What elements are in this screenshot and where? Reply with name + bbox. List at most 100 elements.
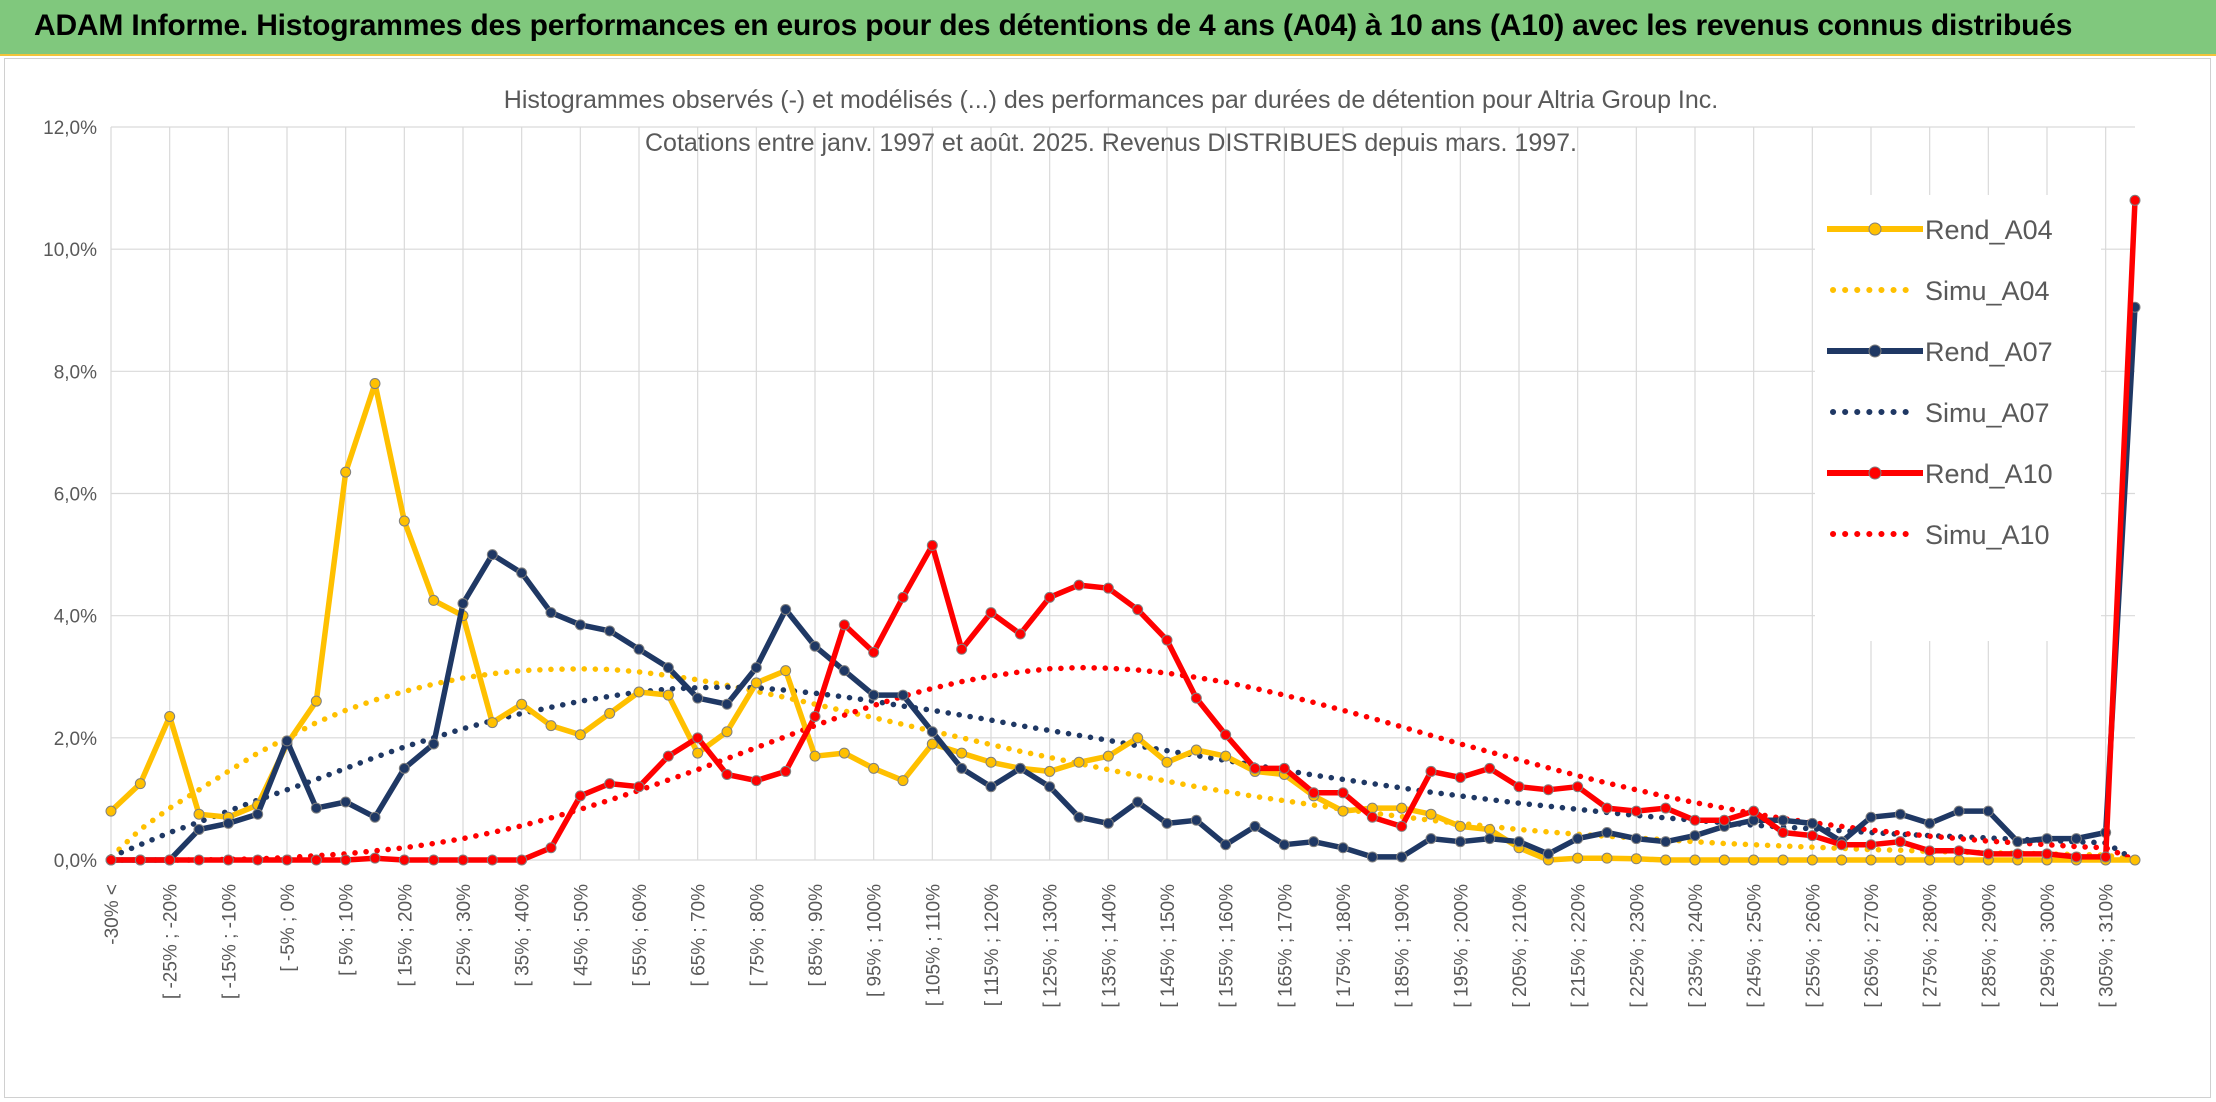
data-point-rend-a10 xyxy=(1190,692,1202,704)
data-point-rend-a04 xyxy=(428,594,440,606)
data-point-rend-a04 xyxy=(574,729,586,741)
data-point-rend-a10 xyxy=(310,854,322,866)
x-tick-label: [ 5% ; 10% xyxy=(337,884,358,976)
legend-item-rend-a10: Rend_A10 xyxy=(1827,459,2053,489)
data-point-rend-a10 xyxy=(838,619,850,631)
data-point-rend-a07 xyxy=(604,625,616,637)
y-axis: 0,0% 2,0% 4,0% 6,0% 8,0% 10,0% 12,0% xyxy=(43,118,97,872)
data-point-rend-a10 xyxy=(1894,836,1906,848)
data-point-rend-a04 xyxy=(545,720,557,732)
data-point-rend-a10 xyxy=(868,646,880,658)
legend-item-simu-a07: Simu_A07 xyxy=(1830,398,2050,428)
data-point-rend-a07 xyxy=(780,604,792,616)
x-tick-label: [ 55% ; 60% xyxy=(630,884,651,987)
data-point-rend-a04 xyxy=(1425,808,1437,820)
data-point-rend-a07 xyxy=(2041,833,2053,845)
data-point-rend-a07 xyxy=(956,762,968,774)
data-point-rend-a10 xyxy=(1337,787,1349,799)
data-point-rend-a10 xyxy=(1953,845,1965,857)
data-point-rend-a07 xyxy=(428,738,440,750)
data-point-rend-a07 xyxy=(1806,817,1818,829)
data-point-rend-a07 xyxy=(662,662,674,674)
data-point-rend-a10 xyxy=(545,842,557,854)
x-tick-label: -30% < xyxy=(102,884,123,945)
data-point-rend-a10 xyxy=(604,778,616,790)
data-point-rend-a04 xyxy=(1865,854,1877,866)
legend-label: Rend_A07 xyxy=(1925,337,2053,367)
histogram-chart: Histogrammes observés (-) et modélisés (… xyxy=(43,86,2141,1008)
data-point-rend-a07 xyxy=(721,698,733,710)
legend-label: Rend_A10 xyxy=(1925,459,2053,489)
data-point-rend-a10 xyxy=(428,854,440,866)
chart-area: Histogrammes observés (-) et modélisés (… xyxy=(4,58,2211,1098)
data-point-rend-a07 xyxy=(1777,814,1789,826)
data-point-rend-a04 xyxy=(1601,852,1613,864)
data-point-rend-a04 xyxy=(398,515,410,527)
data-point-rend-a04 xyxy=(838,747,850,759)
data-point-rend-a07 xyxy=(1132,796,1144,808)
data-point-rend-a10 xyxy=(2041,848,2053,860)
series-rend-a10 xyxy=(105,194,2141,866)
data-point-rend-a07 xyxy=(1249,820,1261,832)
data-point-rend-a07 xyxy=(985,781,997,793)
data-point-rend-a10 xyxy=(1924,845,1936,857)
data-point-rend-a07 xyxy=(574,619,586,631)
data-point-rend-a10 xyxy=(369,852,381,864)
data-point-rend-a07 xyxy=(897,689,909,701)
x-tick-label: [ 45% ; 50% xyxy=(571,884,592,987)
data-point-rend-a04 xyxy=(486,717,498,729)
data-point-rend-a04 xyxy=(1806,854,1818,866)
x-tick-label: [ -25% ; -20% xyxy=(161,884,182,999)
x-tick-label: [ 255% ; 260% xyxy=(1803,884,1824,1008)
data-point-rend-a10 xyxy=(1542,784,1554,796)
data-point-rend-a07 xyxy=(1484,833,1496,845)
y-tick-label: 8,0% xyxy=(54,362,97,383)
data-point-rend-a10 xyxy=(1748,805,1760,817)
data-point-rend-a10 xyxy=(1132,604,1144,616)
x-tick-label: [ 165% ; 170% xyxy=(1275,884,1296,1008)
data-point-rend-a04 xyxy=(105,805,117,817)
data-point-rend-a07 xyxy=(1572,833,1584,845)
data-point-rend-a10 xyxy=(2070,851,2082,863)
data-point-rend-a04 xyxy=(1190,744,1202,756)
legend-marker xyxy=(1868,344,1882,358)
x-tick-label: [ 35% ; 40% xyxy=(513,884,534,987)
data-point-rend-a10 xyxy=(1513,781,1525,793)
x-tick-label: [ 205% ; 210% xyxy=(1510,884,1531,1008)
data-point-rend-a10 xyxy=(574,790,586,802)
data-point-rend-a07 xyxy=(281,735,293,747)
data-point-rend-a10 xyxy=(1425,765,1437,777)
data-point-rend-a07 xyxy=(1278,839,1290,851)
data-point-rend-a07 xyxy=(1953,805,1965,817)
data-point-rend-a07 xyxy=(1190,814,1202,826)
data-point-rend-a10 xyxy=(281,854,293,866)
legend-label: Simu_A07 xyxy=(1925,398,2050,428)
legend-background xyxy=(1815,195,2101,641)
data-point-rend-a07 xyxy=(1982,805,1994,817)
data-point-rend-a07 xyxy=(310,802,322,814)
data-point-rend-a04 xyxy=(897,775,909,787)
data-point-rend-a10 xyxy=(1484,762,1496,774)
series-simu-a07 xyxy=(108,684,2138,863)
legend: Rend_A04 Simu_A04 Rend_A07 Simu_A07 Rend_A10… xyxy=(1815,195,2101,641)
data-point-rend-a04 xyxy=(516,698,528,710)
data-point-rend-a07 xyxy=(193,823,205,835)
x-tick-label: [ 295% ; 300% xyxy=(2038,884,2059,1008)
data-point-rend-a04 xyxy=(340,466,352,478)
y-tick-label: 10,0% xyxy=(43,240,97,261)
data-point-rend-a10 xyxy=(1396,820,1408,832)
x-tick-label: [ 155% ; 160% xyxy=(1217,884,1238,1008)
data-point-rend-a10 xyxy=(193,854,205,866)
data-point-rend-a10 xyxy=(1366,811,1378,823)
data-point-rend-a10 xyxy=(1014,628,1026,640)
data-point-rend-a04 xyxy=(1836,854,1848,866)
series-simu-a10 xyxy=(108,664,2138,863)
data-point-rend-a10 xyxy=(2012,848,2024,860)
grid xyxy=(110,126,2135,861)
x-axis: -30% < [ -25% ; -20% [ -15% ; -10% [ -5% ; … xyxy=(102,884,2118,1008)
data-point-rend-a10 xyxy=(340,854,352,866)
data-point-rend-a10 xyxy=(633,781,645,793)
data-point-rend-a10 xyxy=(750,775,762,787)
x-tick-label: [ 95% ; 100% xyxy=(865,884,886,997)
data-point-rend-a04 xyxy=(809,750,821,762)
